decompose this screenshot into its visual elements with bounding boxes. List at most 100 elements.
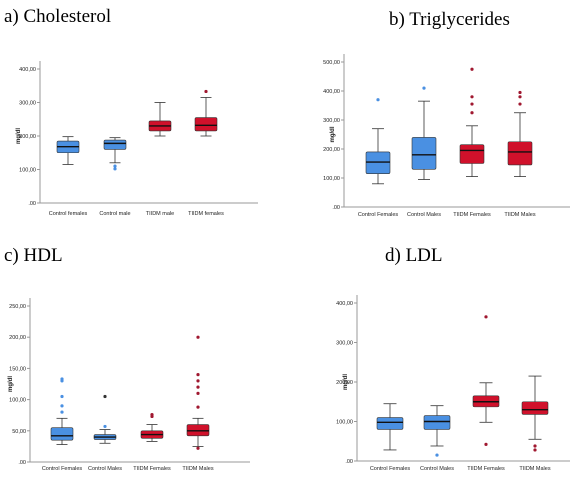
x-category-label: TIIDM Females xyxy=(453,212,491,218)
y-tick-label: 200,00 xyxy=(19,134,36,140)
x-category-label: TIIDM females xyxy=(188,211,224,217)
y-tick-label: 500,00 xyxy=(323,60,340,66)
outlier-point xyxy=(150,412,154,417)
x-category-label: Control male xyxy=(99,211,130,217)
box-control-males xyxy=(411,86,437,180)
box-control-females xyxy=(365,98,391,185)
outlier-point xyxy=(518,95,522,99)
box-control-males xyxy=(93,394,117,444)
outlier-point xyxy=(196,379,200,383)
outlier-point xyxy=(376,98,380,102)
y-tick-label: 400,00 xyxy=(336,301,353,307)
y-tick-label: .00 xyxy=(18,460,26,466)
panel-label-a: a) Cholesterol xyxy=(4,6,112,27)
x-category-label: Control Females xyxy=(42,466,83,472)
box-iqr xyxy=(423,415,451,430)
outlier-point xyxy=(113,167,117,171)
y-tick-label: .00 xyxy=(332,205,340,211)
x-category-label: TIIDM Males xyxy=(519,466,550,472)
box-control-females xyxy=(56,136,80,165)
x-category-label: Control Females xyxy=(370,466,411,472)
y-tick-label: 200,00 xyxy=(9,335,26,341)
outlier-point xyxy=(484,315,488,319)
outlier-point xyxy=(470,67,474,71)
y-tick-label: 250,00 xyxy=(9,304,26,310)
box-tiidm-females xyxy=(194,89,218,137)
box-tiidm-females xyxy=(140,412,164,442)
y-tick-label: 100,00 xyxy=(323,176,340,182)
x-category-label: TIIDM Females xyxy=(133,466,171,472)
outlier-point xyxy=(435,453,439,457)
outlier-point xyxy=(113,164,117,168)
box-iqr xyxy=(50,427,74,441)
y-tick-label: 150,00 xyxy=(9,366,26,372)
outlier-point xyxy=(484,442,488,447)
y-tick-label: 300,00 xyxy=(323,118,340,124)
x-category-label: TIIDM Males xyxy=(182,466,213,472)
y-tick-label: .00 xyxy=(28,201,36,207)
box-iqr xyxy=(376,417,404,430)
y-tick-label: 400,00 xyxy=(19,67,36,73)
x-category-label: Control females xyxy=(49,211,88,217)
outlier-point xyxy=(533,444,537,448)
outlier-point xyxy=(470,102,474,106)
x-category-label: TIIDM Females xyxy=(467,466,505,472)
outlier-point xyxy=(103,424,107,429)
y-tick-label: 300,00 xyxy=(336,341,353,347)
y-tick-label: 100,00 xyxy=(9,398,26,404)
outlier-point xyxy=(60,404,64,408)
outlier-point xyxy=(518,102,522,106)
box-tiidm-females xyxy=(472,315,500,447)
outlier-point xyxy=(103,394,107,399)
box-control-females xyxy=(376,403,404,451)
box-iqr xyxy=(411,137,437,170)
outlier-point xyxy=(196,405,200,409)
outlier-point xyxy=(204,89,208,94)
outlier-point xyxy=(60,377,64,381)
y-tick-label: 200,00 xyxy=(336,380,353,386)
box-tiidm-males xyxy=(186,335,210,450)
outlier-point xyxy=(518,90,522,95)
box-iqr xyxy=(459,144,485,164)
box-tiidm-females xyxy=(459,67,485,177)
y-axis-title: mg/dl xyxy=(330,126,336,142)
outlier-point xyxy=(196,385,200,389)
box-tiidm-males xyxy=(521,375,549,452)
y-axis-title: mg/dl xyxy=(8,376,14,392)
outlier-point xyxy=(60,410,64,414)
y-tick-label: 100,00 xyxy=(336,420,353,426)
outlier-point xyxy=(470,111,474,115)
y-tick-label: 300,00 xyxy=(19,101,36,107)
y-axis-title: mg/dl xyxy=(16,128,22,144)
box-iqr xyxy=(103,139,127,150)
outlier-point xyxy=(196,446,200,450)
y-tick-label: 50,00 xyxy=(12,429,26,435)
box-control-females xyxy=(50,377,74,445)
box-iqr xyxy=(507,141,533,166)
y-tick-label: 200,00 xyxy=(323,147,340,153)
outlier-point xyxy=(470,95,474,99)
box-iqr xyxy=(194,117,218,132)
y-axis-title: mg/dl xyxy=(343,374,349,390)
box-control-males xyxy=(423,405,451,457)
y-tick-label: 100,00 xyxy=(19,168,36,174)
y-tick-label: 400,00 xyxy=(323,89,340,95)
box-tiidm-male xyxy=(148,102,172,137)
panel-label-d: d) LDL xyxy=(385,245,443,266)
box-iqr xyxy=(365,151,391,174)
outlier-point xyxy=(196,391,200,395)
outlier-point xyxy=(533,448,537,452)
x-category-label: TIIDM male xyxy=(146,211,174,217)
x-category-label: Control Males xyxy=(420,466,454,472)
x-category-label: Control Males xyxy=(88,466,122,472)
x-category-label: Control Males xyxy=(407,212,441,218)
box-tiidm-males xyxy=(507,90,533,177)
outlier-point xyxy=(422,86,426,90)
outlier-point xyxy=(196,335,200,339)
panel-label-b: b) Triglycerides xyxy=(389,9,510,30)
y-tick-label: .00 xyxy=(345,459,353,465)
